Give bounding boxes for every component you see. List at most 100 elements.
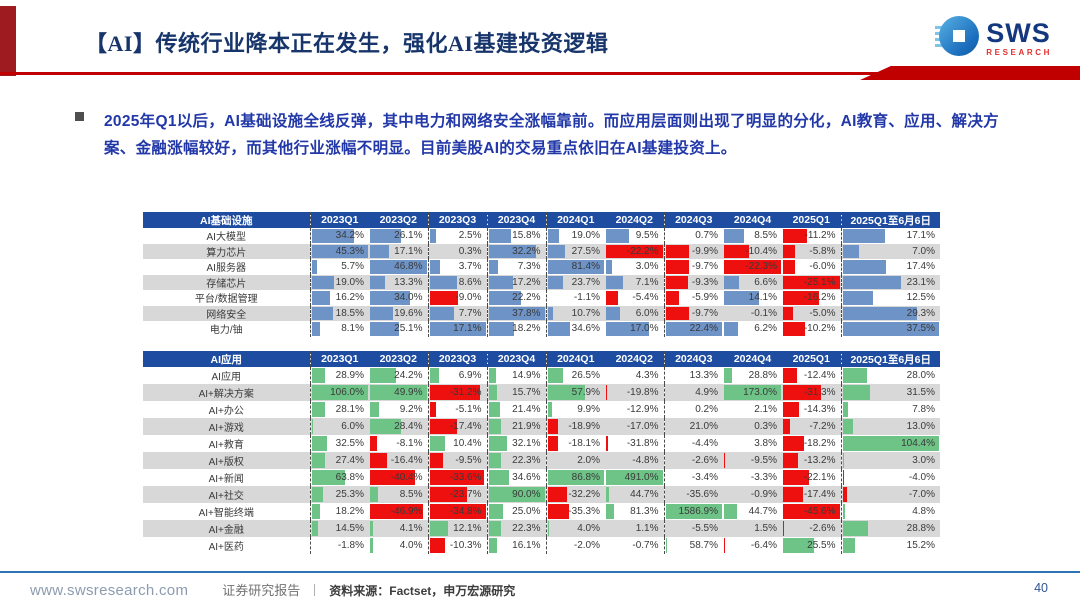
value-cell: 34.6% bbox=[545, 321, 605, 337]
row-label: AI+解决方案 bbox=[143, 384, 310, 401]
cell-value: -2.6% bbox=[691, 455, 718, 466]
value-cell: -6.0% bbox=[782, 259, 841, 275]
cell-value: 23.7% bbox=[571, 276, 600, 288]
cell-value: 81.3% bbox=[630, 506, 659, 517]
row-label: AI+医药 bbox=[143, 537, 310, 554]
negative-data-bar bbox=[606, 436, 608, 451]
column-header: 2024Q3 bbox=[663, 212, 723, 228]
cell-value: -1.1% bbox=[573, 292, 600, 304]
red-wedge-decoration bbox=[860, 66, 1080, 80]
cell-value: 21.4% bbox=[512, 404, 541, 415]
cell-value: -22.1% bbox=[803, 472, 836, 483]
cell-value: 32.1% bbox=[512, 438, 541, 449]
data-grid: AI应用 2023Q1 2023Q2 2023Q3 2023Q4 2024Q1 2024Q2… bbox=[143, 351, 940, 554]
value-cell: 34.2% bbox=[309, 228, 369, 244]
cell-value: -35.3% bbox=[568, 506, 600, 517]
value-cell: 8.5% bbox=[723, 228, 782, 244]
cell-value: -9.5% bbox=[455, 455, 482, 466]
value-cell: 8.5% bbox=[369, 486, 428, 503]
value-cell: -5.8% bbox=[782, 243, 841, 259]
table-row: AI+金融 14.5% 4.1% 12.1% 22.3% 4.0% 1.1% -5.5% 1.5… bbox=[143, 520, 940, 537]
positive-data-bar bbox=[370, 538, 373, 553]
column-header: 2023Q4 bbox=[486, 351, 546, 367]
value-cell: 7.1% bbox=[605, 274, 664, 290]
table-row: AI大模型 34.2% 26.1% 2.5% 15.8% 19.0% 9.5% 0.7% 8.5… bbox=[143, 228, 940, 244]
key-point-bullet: 2025年Q1以后，AI基础设施全线反弹，其中电力和网络安全涨幅靠前。而应用层面… bbox=[75, 108, 1020, 162]
cell-value: 19.0% bbox=[335, 276, 364, 288]
cell-value: 7.1% bbox=[635, 276, 659, 288]
cell-value: 29.3% bbox=[906, 307, 935, 319]
table-row: AI+解决方案 106.0% 49.9% -31.2% 15.7% 57.9% -19.8%… bbox=[143, 384, 940, 401]
cell-value: 173.0% bbox=[743, 387, 777, 398]
row-label: 网络安全 bbox=[143, 305, 310, 321]
positive-data-bar bbox=[488, 306, 545, 320]
cell-value: 37.5% bbox=[906, 323, 935, 335]
value-cell: 0.3% bbox=[723, 418, 782, 435]
cell-value: 13.3% bbox=[689, 370, 718, 381]
column-header: 2024Q3 bbox=[663, 351, 723, 367]
value-cell: 28.8% bbox=[840, 520, 940, 537]
positive-data-bar bbox=[311, 368, 326, 383]
positive-data-bar bbox=[842, 244, 859, 258]
cell-value: 25.1% bbox=[394, 323, 423, 335]
positive-data-bar bbox=[370, 244, 390, 258]
table-row: AI+游戏 6.0% 28.4% -17.4% 21.9% -18.9% -17.0% 21.… bbox=[143, 418, 940, 435]
cell-value: 14.1% bbox=[748, 292, 777, 304]
cell-value: 17.2% bbox=[512, 276, 541, 288]
column-header: 2024Q1 bbox=[545, 212, 605, 228]
bullet-square-icon bbox=[75, 112, 84, 121]
value-cell: -31.2% bbox=[427, 384, 487, 401]
value-cell: 491.0% bbox=[605, 469, 664, 486]
cell-value: 0.7% bbox=[695, 230, 718, 242]
negative-data-bar bbox=[665, 260, 689, 274]
cell-value: -32.2% bbox=[568, 489, 600, 500]
cell-value: 15.8% bbox=[512, 230, 541, 242]
negative-data-bar bbox=[547, 504, 570, 519]
positive-data-bar bbox=[547, 402, 553, 417]
cell-value: 3.8% bbox=[754, 438, 777, 449]
cell-value: 7.8% bbox=[912, 404, 935, 415]
positive-data-bar bbox=[547, 368, 564, 383]
page-number: 40 bbox=[1034, 581, 1048, 595]
value-cell: -31.8% bbox=[605, 435, 664, 452]
cell-value: -6.4% bbox=[750, 540, 777, 551]
cell-value: -25.1% bbox=[803, 276, 836, 288]
value-cell: 26.5% bbox=[545, 367, 605, 384]
negative-data-bar bbox=[429, 402, 437, 417]
cell-value: -9.3% bbox=[691, 276, 718, 288]
value-cell: -12.4% bbox=[782, 367, 841, 384]
cell-value: 6.9% bbox=[458, 370, 482, 381]
value-cell: -0.9% bbox=[723, 486, 782, 503]
negative-data-bar bbox=[429, 453, 444, 468]
cell-value: 2.5% bbox=[458, 230, 482, 242]
value-cell: 63.8% bbox=[309, 469, 369, 486]
cell-value: 4.1% bbox=[399, 523, 423, 534]
value-cell: -5.4% bbox=[605, 290, 664, 306]
negative-data-bar bbox=[783, 419, 791, 434]
positive-data-bar bbox=[842, 322, 939, 336]
positive-data-bar bbox=[429, 521, 448, 536]
cell-value: -22.2% bbox=[626, 245, 659, 257]
left-red-accent-bar bbox=[0, 6, 16, 76]
value-cell: 18.5% bbox=[309, 305, 369, 321]
cell-value: -14.3% bbox=[803, 404, 836, 415]
positive-data-bar bbox=[429, 306, 454, 320]
cell-value: 14.9% bbox=[512, 370, 541, 381]
value-cell: 8.6% bbox=[427, 274, 487, 290]
value-cell: -22.2% bbox=[605, 243, 664, 259]
value-cell: 4.0% bbox=[369, 537, 428, 554]
cell-value: 4.0% bbox=[399, 540, 423, 551]
value-cell: 6.0% bbox=[309, 418, 369, 435]
value-cell: 4.9% bbox=[663, 384, 723, 401]
value-cell: 19.0% bbox=[309, 274, 369, 290]
cell-value: -5.9% bbox=[691, 292, 718, 304]
table-row: 平台/数据管理 16.2% 34.0% -9.0% 22.2% -1.1% -5.4% -5.… bbox=[143, 290, 940, 306]
value-cell: 3.7% bbox=[427, 259, 487, 275]
positive-data-bar bbox=[488, 470, 509, 485]
value-cell: 90.0% bbox=[486, 486, 546, 503]
positive-data-bar bbox=[488, 521, 501, 536]
cell-value: 2.0% bbox=[577, 455, 600, 466]
cell-value: -3.3% bbox=[750, 472, 777, 483]
cell-value: 31.5% bbox=[906, 387, 935, 398]
cell-value: 5.7% bbox=[341, 261, 364, 273]
